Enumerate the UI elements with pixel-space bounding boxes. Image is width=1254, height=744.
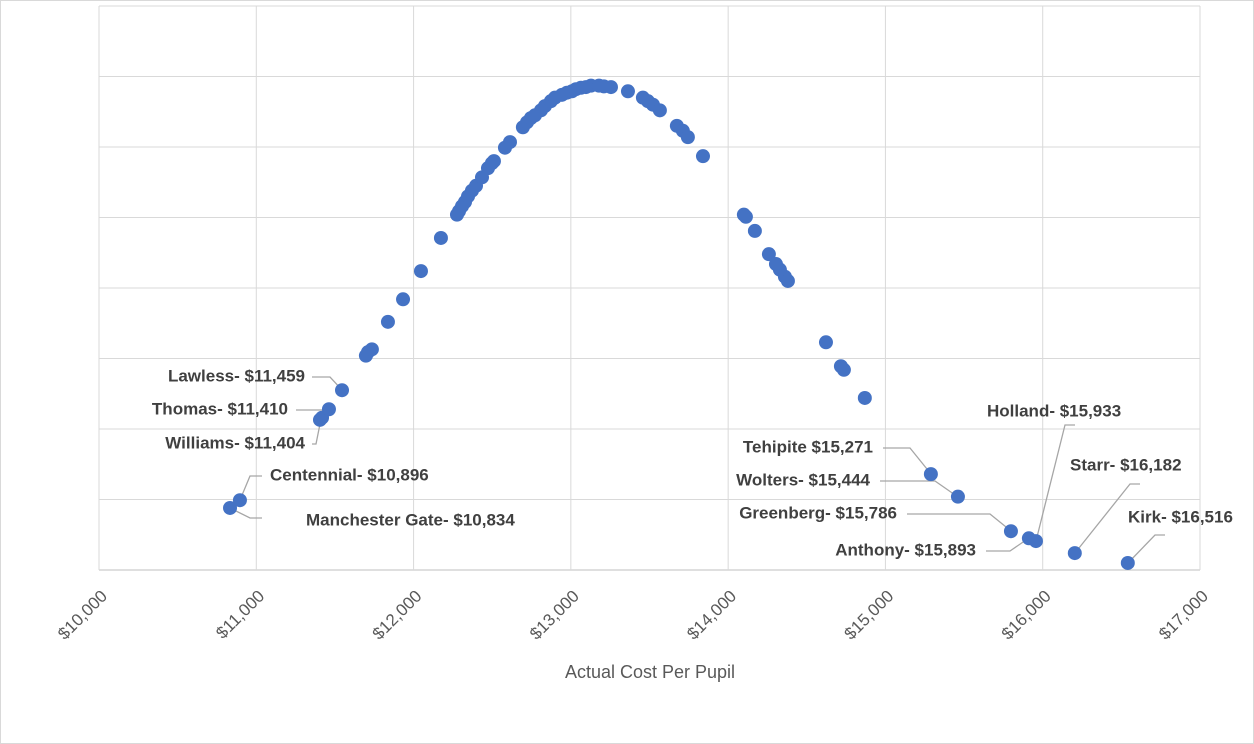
point [950,489,965,504]
point [232,493,247,508]
leader-line [1074,483,1140,554]
point [1028,534,1043,549]
point [652,103,667,118]
leader-line [986,537,1030,552]
point [335,383,350,398]
leader-line [883,447,932,475]
point [223,500,238,515]
point [413,264,428,279]
annotation: Thomas- $11,410 [152,399,288,418]
annotation: Tehipite $15,271 [743,437,873,456]
point [836,362,851,377]
leader-line [907,513,1012,532]
leader-line [229,507,262,519]
leader-line [312,423,321,445]
point [680,130,695,145]
point [502,135,517,150]
point [396,292,411,307]
x-axis-label: Actual Cost Per Pupil [565,662,735,682]
point [738,209,753,224]
point [603,80,618,95]
point [818,335,833,350]
annotation: Holland- $15,933 [987,401,1121,420]
leader-line [239,475,262,501]
point [1003,524,1018,539]
point [1120,555,1135,570]
point [695,149,710,164]
annotation: Kirk- $16,516 [1128,507,1233,526]
leader-line [1035,424,1075,542]
point [761,247,776,262]
point [486,154,501,169]
leader-line [1127,534,1165,564]
point [923,467,938,482]
leader-line [880,480,959,498]
annotation: Centennial- $10,896 [270,465,429,484]
point [321,402,336,417]
point [380,314,395,329]
point [857,390,872,405]
annotation: Greenberg- $15,786 [739,503,897,522]
annotation: Williams- $11,404 [165,433,305,452]
annotation: Starr- $16,182 [1070,455,1182,474]
annotation: Wolters- $15,444 [736,470,870,489]
annotation: Anthony- $15,893 [835,540,976,559]
point [1067,546,1082,561]
annotation: Manchester Gate- $10,834 [306,510,515,529]
point [433,230,448,245]
annotation: Lawless- $11,459 [168,366,305,385]
point [364,342,379,357]
point [620,84,635,99]
point [747,223,762,238]
point [780,273,795,288]
